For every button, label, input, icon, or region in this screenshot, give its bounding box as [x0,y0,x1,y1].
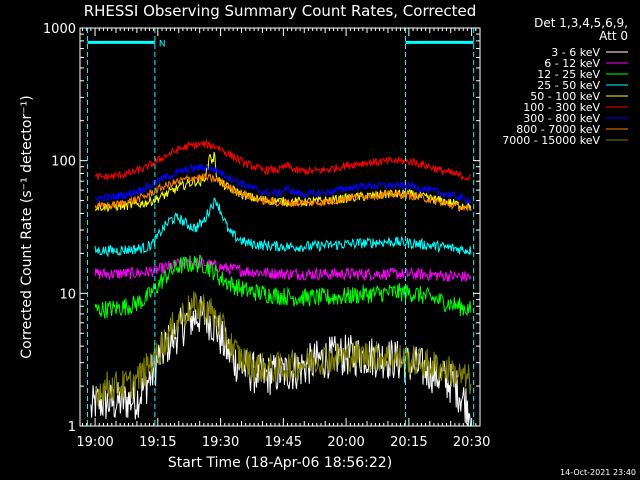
series-line-4 [94,151,472,213]
y-tick-label-3: 1000 [43,22,76,37]
series-line-5 [94,138,472,181]
x-axis: 19:00 19:15 19:30 19:45 20:00 20:15 20:30 [76,28,490,450]
legend-label-3: 25 - 50 keV [537,79,600,92]
legend-label-0: 3 - 6 keV [551,46,600,59]
series-line-8 [94,291,472,407]
x-tick-label-6: 20:30 [453,435,490,450]
x-tick-label-1: 19:15 [139,435,176,450]
y-tick-label-2: 100 [51,155,76,170]
legend-label-6: 300 - 800 keV [523,112,600,125]
x-tick-label-4: 20:00 [327,435,364,450]
x-tick-label-2: 19:30 [202,435,239,450]
footer-timestamp: 14-Oct-2021 23:40 [560,468,636,477]
y-tick-label-1: 10 [59,287,76,302]
legend-header: Det 1,3,4,5,6,9, Att 0 [534,16,628,43]
y-axis-label: Corrected Count Rate (s⁻¹ detector⁻¹) [19,95,35,358]
x-tick-label-3: 19:45 [265,435,302,450]
x-axis-label: Start Time (18-Apr-06 18:56:22) [168,455,392,471]
chart-title: RHESSI Observing Summary Count Rates, Co… [84,2,477,20]
legend-header-line-1: Det 1,3,4,5,6,9, [534,16,628,30]
series-line-3 [94,197,472,258]
legend-label-2: 12 - 25 keV [537,68,600,81]
y-axis: 1 10 100 1000 [43,22,480,435]
x-tick-label-0: 19:00 [76,435,113,450]
legend-label-4: 50 - 100 keV [530,90,600,103]
legend-label-8: 7000 - 15000 keV [502,134,600,147]
series-line-1 [94,256,472,283]
x-tick-label-5: 20:15 [390,435,427,450]
night-markers: N [87,28,475,426]
series-line-6 [94,163,472,205]
plot-frame [79,27,481,427]
night-label-0: N [159,39,166,49]
plot-series [90,138,472,427]
legend-label-7: 800 - 7000 keV [516,123,600,136]
series-line-2 [94,254,472,319]
legend-header-line-2: Att 0 [599,29,628,43]
series-line-7 [94,172,472,213]
legend-label-1: 6 - 12 keV [544,57,600,70]
legend-label-5: 100 - 300 keV [523,101,600,114]
y-tick-label-0: 1 [68,420,76,435]
